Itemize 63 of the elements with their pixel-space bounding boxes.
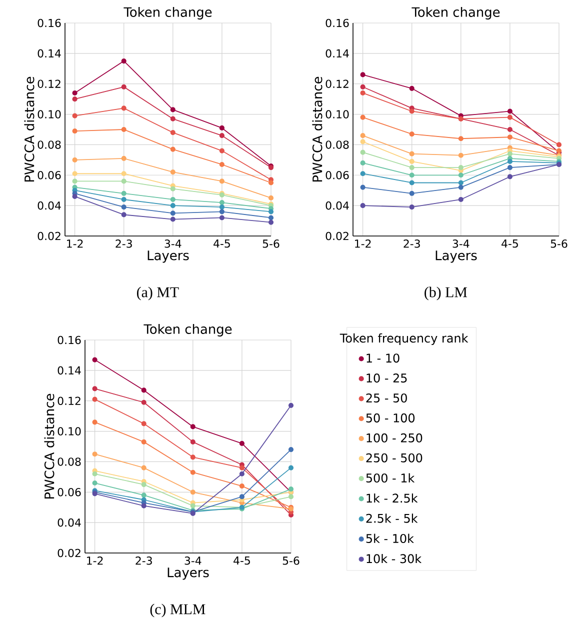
y-axis-title: PWCCA distance [44, 394, 54, 499]
y-tick-label: 0.10 [38, 110, 61, 118]
x-tick-label: 3-4 [164, 240, 182, 248]
x-tick-label: 5-6 [262, 240, 280, 248]
y-tick-label: 0.08 [58, 458, 81, 466]
x-tick-label: 4-5 [502, 240, 518, 248]
y-tick-label: 0.10 [326, 110, 349, 118]
x-tick-label: 4-5 [214, 240, 230, 248]
x-tick-label: 5-6 [282, 556, 300, 565]
y-tick-label: 0.06 [326, 171, 349, 180]
x-axis-title: Layers [168, 568, 209, 580]
legend-label: 10 - 25 [366, 374, 407, 383]
chart-title: Token change [144, 324, 232, 336]
legend-label: 500 - 1k [366, 473, 415, 483]
y-tick-label: 0.04 [38, 201, 61, 210]
legend-label: 25 - 50 [366, 393, 407, 403]
legend-label: 1k - 2.5k [366, 493, 418, 503]
legend-label: 10k - 30k [366, 554, 422, 564]
text: (c) MLM [150, 604, 206, 618]
y-tick-label: 0.04 [326, 201, 349, 210]
y-axis-title: PWCCA distance [24, 76, 34, 182]
y-tick-label: 0.14 [326, 49, 349, 58]
y-tick-label: 0.14 [38, 49, 61, 58]
text: (b) LM [424, 286, 468, 300]
y-tick-label: 0.14 [58, 366, 81, 375]
y-tick-label: 0.06 [38, 171, 61, 180]
x-tick-label: 1-2 [67, 240, 83, 248]
chart-title: Token change [412, 6, 500, 20]
legend-label: 5k - 10k [366, 534, 414, 544]
y-tick-label: 0.12 [58, 396, 80, 405]
chart-title: Token change [124, 6, 212, 20]
legend-label: 1 - 10 [366, 354, 400, 363]
y-tick-label: 0.04 [58, 518, 81, 527]
y-tick-label: 0.16 [58, 336, 81, 344]
text: (a) MT [136, 286, 179, 300]
legend-label: 2.5k - 5k [366, 514, 418, 523]
y-tick-label: 0.16 [326, 18, 349, 28]
legend-label: 50 - 100 [366, 413, 415, 422]
y-tick-label: 0.10 [58, 427, 81, 436]
y-tick-label: 0.02 [326, 232, 348, 240]
x-tick-label: 3-4 [184, 556, 202, 565]
x-tick-label: 1-2 [355, 240, 371, 248]
y-tick-label: 0.12 [38, 80, 60, 88]
y-tick-label: 0.02 [38, 232, 60, 240]
y-tick-label: 0.06 [58, 488, 81, 496]
x-tick-label: 1-2 [87, 556, 103, 565]
legend-label: 100 - 250 [366, 433, 422, 442]
y-tick-label: 0.02 [58, 548, 80, 558]
x-tick-label: 3-4 [452, 240, 470, 248]
legend-label: 250 - 500 [366, 453, 422, 462]
legend-title: Token frequency rank [340, 333, 468, 345]
x-axis-title: Layers [148, 250, 189, 263]
x-tick-label: 2-3 [404, 240, 420, 248]
y-tick-label: 0.12 [326, 80, 348, 88]
y-tick-label: 0.08 [38, 140, 61, 149]
y-axis-title: PWCCA distance [312, 76, 322, 182]
x-tick-label: 2-3 [116, 240, 132, 248]
y-tick-label: 0.08 [326, 140, 349, 149]
y-tick-label: 0.16 [38, 18, 61, 28]
x-tick-label: 5-6 [550, 240, 568, 248]
x-tick-label: 2-3 [136, 556, 152, 565]
x-tick-label: 4-5 [234, 556, 250, 565]
x-axis-title: Layers [436, 250, 477, 263]
